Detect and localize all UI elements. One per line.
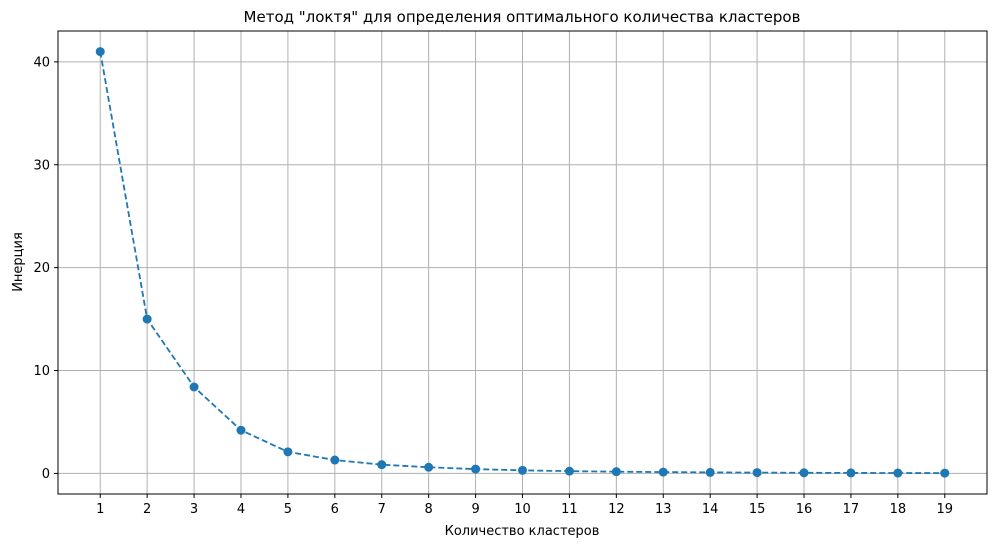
x-tick-label: 19 (936, 502, 953, 517)
data-point (752, 468, 762, 478)
data-point (893, 468, 903, 478)
x-tick-label: 14 (702, 502, 719, 517)
x-tick-label: 2 (143, 502, 151, 517)
x-tick-label: 11 (561, 502, 578, 517)
data-point (846, 468, 856, 478)
data-point (799, 468, 809, 478)
chart-title: Метод "локтя" для определения оптимально… (244, 8, 801, 26)
x-tick-label: 1 (96, 502, 104, 517)
x-tick-label: 8 (425, 502, 433, 517)
x-tick-label: 15 (749, 502, 766, 517)
data-point (142, 314, 152, 324)
data-point (189, 382, 199, 392)
data-point (658, 467, 668, 477)
y-tick-label: 10 (33, 364, 50, 379)
data-point (377, 460, 387, 470)
x-axis-label: Количество кластеров (445, 524, 600, 539)
y-tick-label: 20 (33, 261, 50, 276)
x-tick-label: 4 (237, 502, 245, 517)
x-tick-label: 10 (514, 502, 531, 517)
x-tick-label: 6 (331, 502, 339, 517)
data-point (564, 466, 574, 476)
x-tick-label: 7 (378, 502, 386, 517)
data-point (518, 465, 527, 475)
data-point (940, 468, 950, 478)
data-point (471, 464, 481, 474)
x-tick-label: 13 (655, 502, 672, 517)
x-tick-label: 16 (796, 502, 813, 517)
data-point (424, 462, 434, 472)
data-point (283, 447, 293, 457)
data-point (611, 467, 621, 477)
data-point (236, 425, 246, 435)
grid-lines (58, 31, 987, 494)
data-point (330, 455, 340, 465)
data-point (705, 467, 715, 477)
x-tick-label: 3 (190, 502, 198, 517)
x-tick-label: 18 (890, 502, 907, 517)
y-tick-label: 30 (33, 158, 50, 173)
y-tick-label: 40 (33, 55, 50, 70)
x-tick-label: 9 (471, 502, 479, 517)
y-axis-label: Инерция (11, 232, 26, 292)
y-tick-label: 0 (42, 467, 50, 482)
x-tick-label: 12 (608, 502, 625, 517)
data-point (95, 47, 105, 57)
x-tick-label: 5 (284, 502, 292, 517)
series-inertia (95, 47, 950, 478)
x-tick-label: 17 (843, 502, 860, 517)
